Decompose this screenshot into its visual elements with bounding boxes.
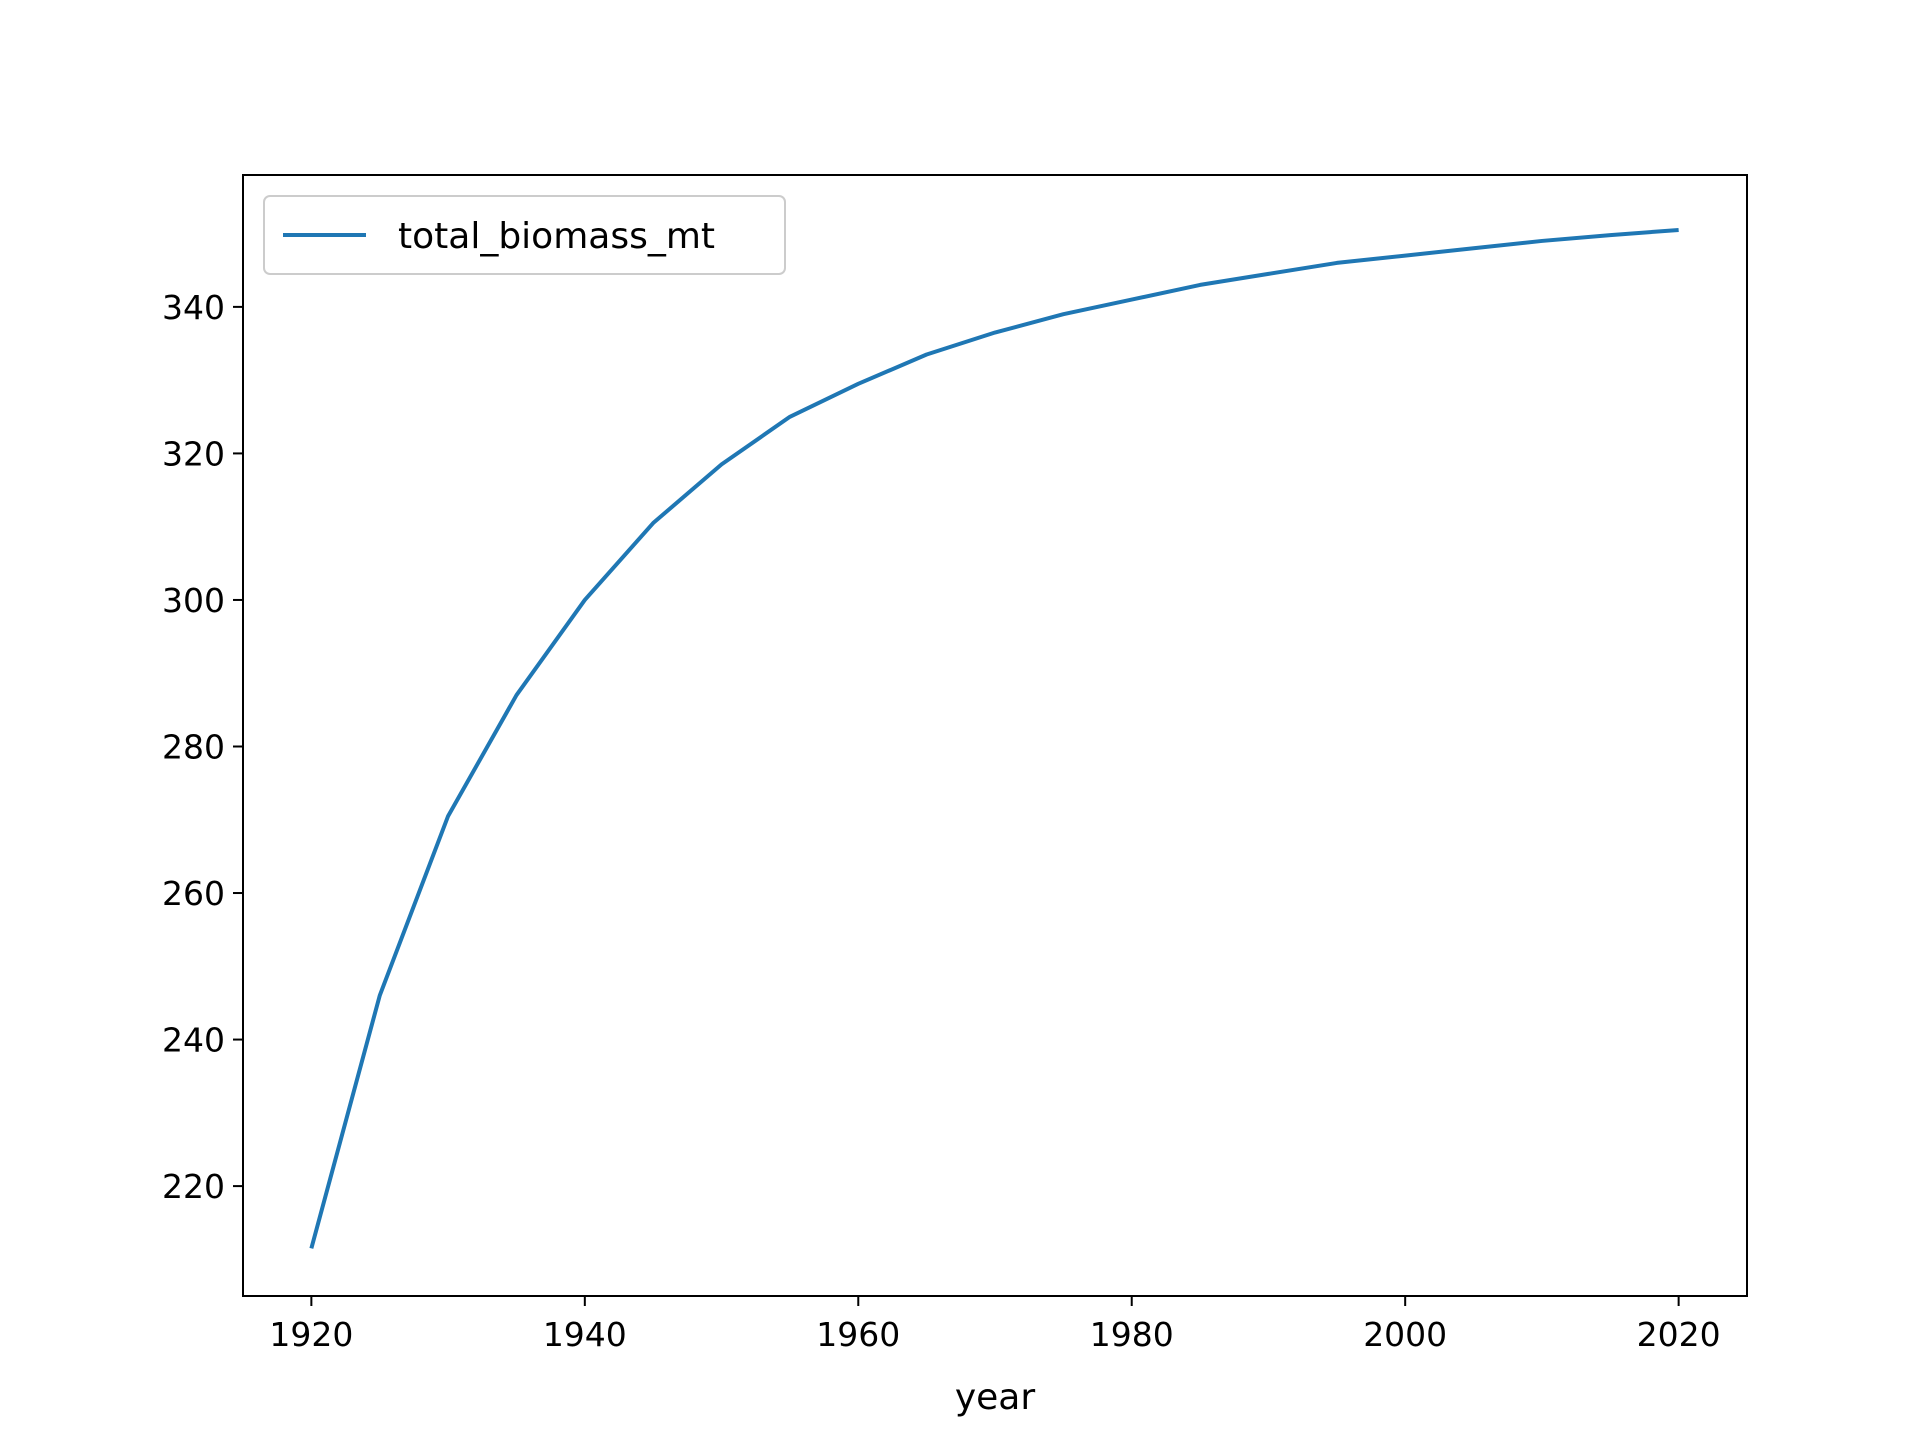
x-axis-label: year [955, 1377, 1036, 1418]
y-tick-label: 300 [162, 581, 225, 620]
legend: total_biomass_mt [263, 195, 786, 275]
ticks-layer: 1920 1940 1960 1980 2000 2020 220 240 260 280 300 3… [162, 288, 1721, 1354]
x-tick-label: 2000 [1363, 1315, 1447, 1354]
y-tick-label: 220 [162, 1167, 225, 1206]
y-tick-label: 240 [162, 1021, 225, 1060]
plot-area-frame [242, 174, 1748, 1297]
legend-label-total-biomass: total_biomass_mt [398, 216, 715, 257]
x-tick-label: 2020 [1637, 1315, 1721, 1354]
legend-box [263, 195, 786, 275]
y-tick-label: 320 [162, 434, 225, 473]
y-tick-label: 280 [162, 727, 225, 766]
series-layer [309, 227, 1679, 1249]
y-tick-label: 340 [162, 288, 225, 327]
x-tick-label: 1920 [269, 1315, 353, 1354]
x-tick-label: 1940 [543, 1315, 627, 1354]
x-tick-label: 1960 [816, 1315, 900, 1354]
y-tick-label: 260 [162, 874, 225, 913]
series-line-0 [309, 227, 1679, 1249]
x-tick-label: 1980 [1090, 1315, 1174, 1354]
